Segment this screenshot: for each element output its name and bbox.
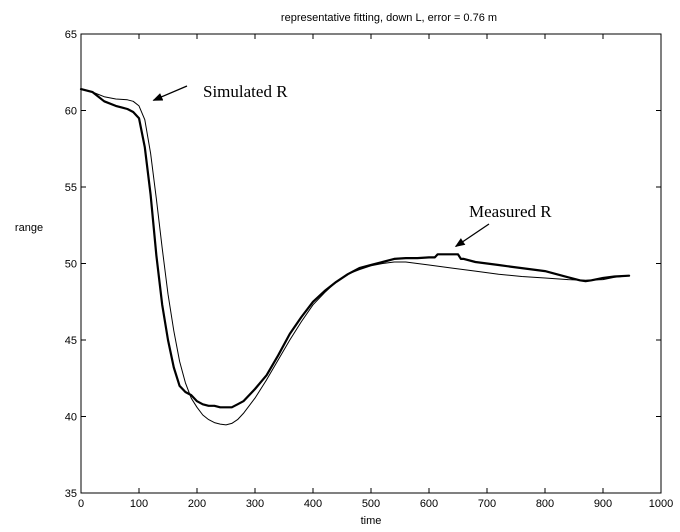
y-tick-label: 40	[65, 412, 77, 424]
x-tick-label: 100	[130, 498, 148, 510]
x-tick-label: 900	[594, 498, 612, 510]
y-tick-label: 65	[65, 29, 77, 41]
y-axis-label: range	[15, 222, 43, 234]
measured-r-line	[79, 87, 631, 409]
y-tick-label: 45	[65, 335, 77, 347]
x-tick-label: 1000	[649, 498, 673, 510]
simulated-r-label: Simulated R	[203, 82, 288, 101]
plot-frame	[80, 33, 662, 494]
measured-r-label: Measured R	[469, 202, 552, 221]
series-layer	[79, 87, 631, 426]
simulated-r-line	[80, 88, 630, 426]
x-tick-label: 300	[246, 498, 264, 510]
x-axis-label: time	[361, 515, 382, 527]
x-tick-label: 200	[188, 498, 206, 510]
y-tick-label: 35	[65, 488, 77, 500]
y-tick-label: 60	[65, 106, 77, 118]
y-axis-ticks: 35 40 45 50 55 60 65	[65, 29, 661, 500]
y-tick-label: 50	[65, 259, 77, 271]
measured-r-arrow	[454, 223, 490, 248]
x-tick-label: 800	[536, 498, 554, 510]
simulated-r-arrow	[152, 85, 188, 101]
x-tick-label: 500	[362, 498, 380, 510]
x-tick-label: 700	[478, 498, 496, 510]
x-tick-label: 600	[420, 498, 438, 510]
x-axis-ticks: 0 100 200 300 400 500 600 700 800 900 1000	[78, 34, 673, 510]
simulated-r-annotation: Simulated R	[152, 82, 288, 101]
x-tick-label: 0	[78, 498, 84, 510]
y-tick-label: 55	[65, 182, 77, 194]
x-tick-label: 400	[304, 498, 322, 510]
chart-title: representative fitting, down L, error = …	[281, 12, 497, 24]
measured-r-annotation: Measured R	[454, 202, 552, 248]
